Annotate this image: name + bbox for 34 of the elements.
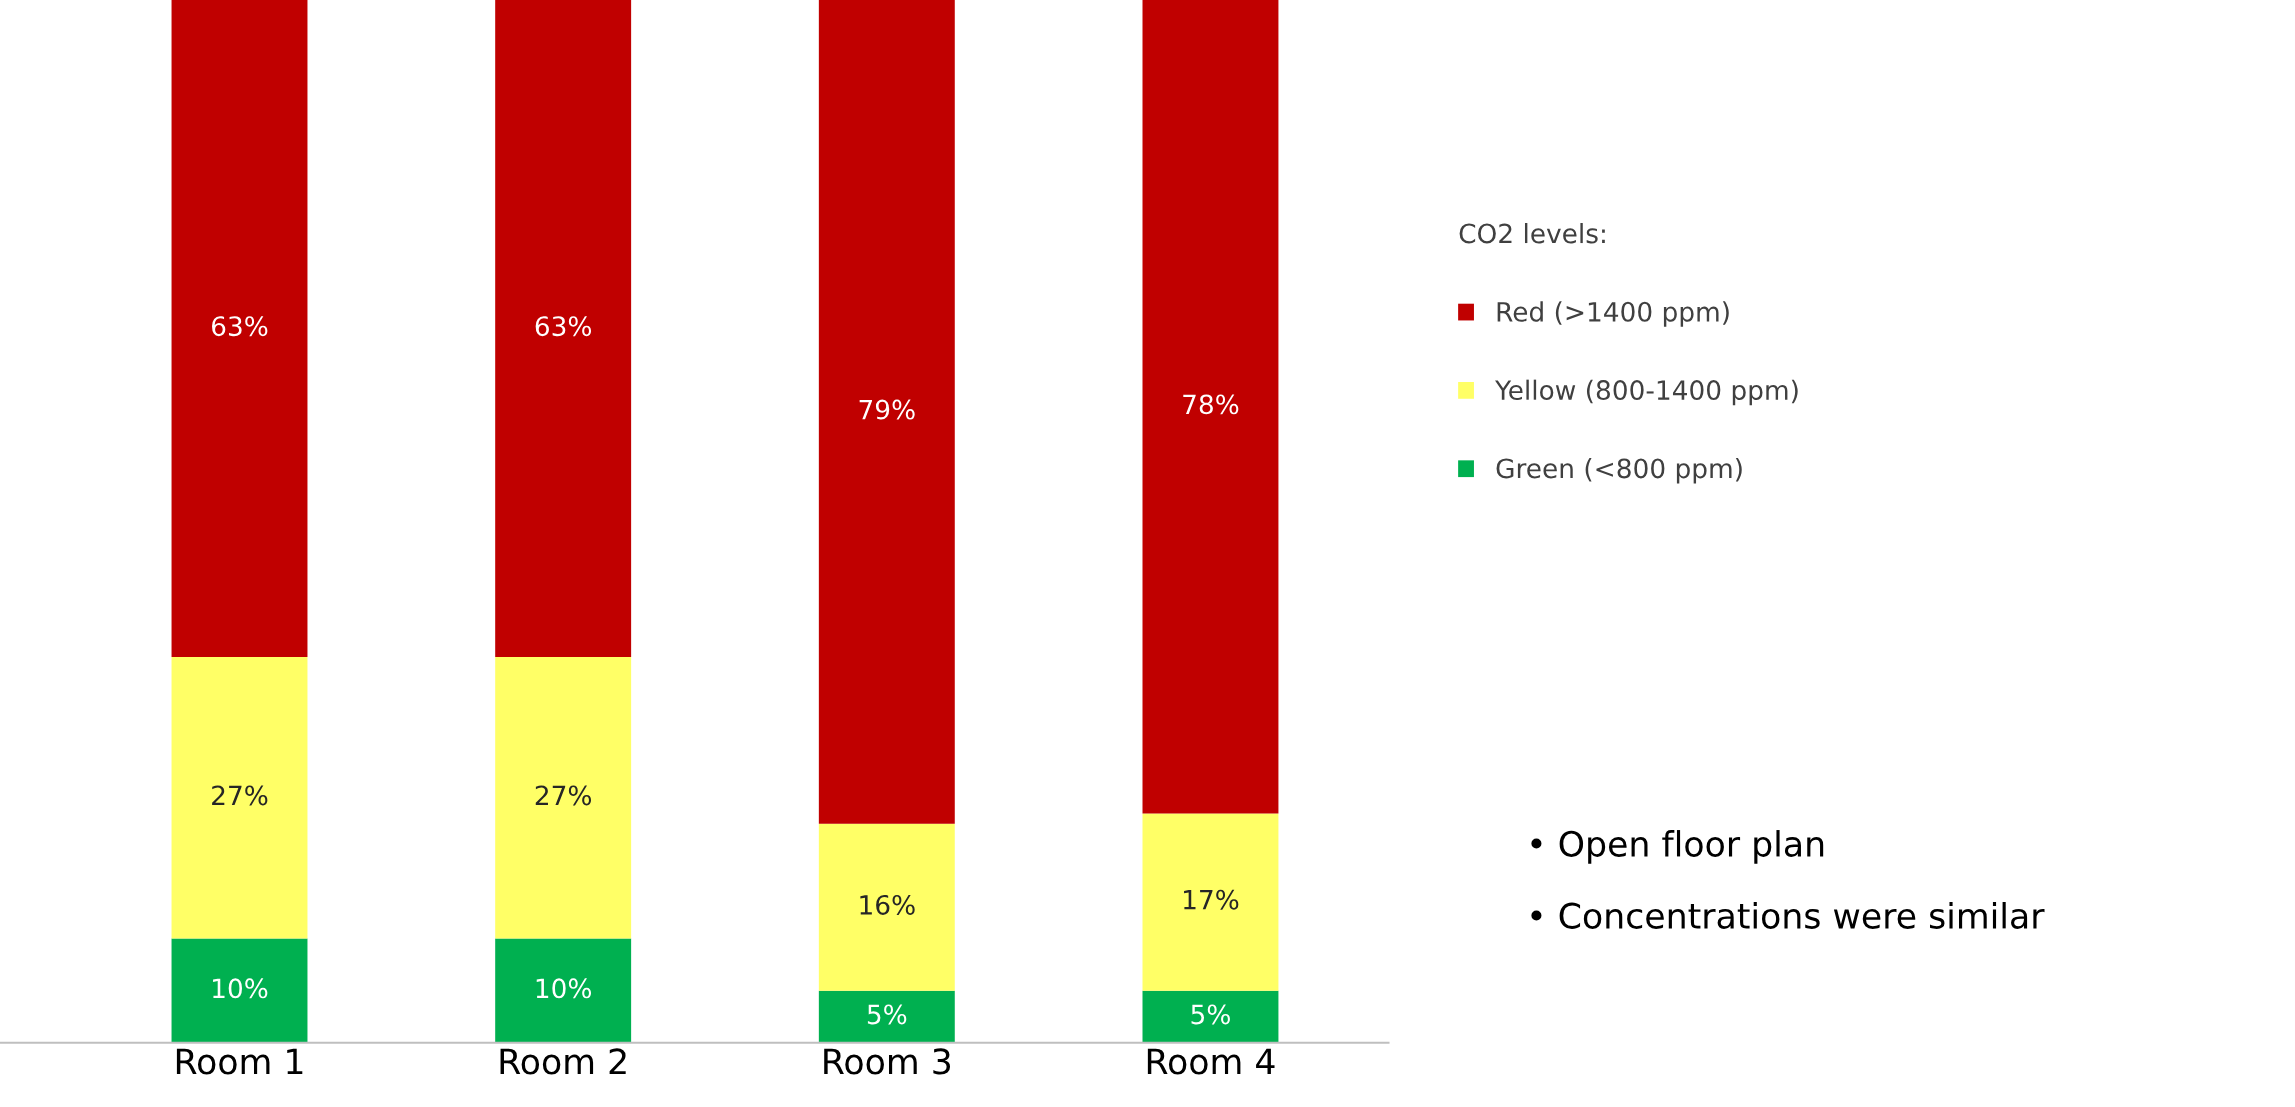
bar xyxy=(171,0,308,657)
data-label: 63% xyxy=(535,316,592,337)
bar xyxy=(818,0,955,824)
legend-label: Green (<800 ppm) xyxy=(1496,457,1742,484)
data-label: 79% xyxy=(859,399,915,420)
bar xyxy=(495,0,632,657)
bar xyxy=(818,990,955,1043)
data-label: 10% xyxy=(213,978,268,999)
bar xyxy=(495,656,632,939)
bar xyxy=(1142,0,1279,814)
data-label: 17% xyxy=(1184,889,1239,910)
x-tick-label: Room 1 xyxy=(176,1048,303,1075)
bar xyxy=(171,656,308,939)
bar xyxy=(1142,813,1279,991)
data-label: 27% xyxy=(535,785,592,806)
text: • Concentrations were similar xyxy=(1531,902,2045,929)
legend-label: Yellow (800-1400 ppm) xyxy=(1495,379,1798,406)
data-label: 5% xyxy=(867,1004,907,1025)
bar xyxy=(818,823,955,991)
x-tick-label: Room 4 xyxy=(1147,1048,1275,1075)
data-label: 27% xyxy=(212,785,268,806)
x-tick-label: Room 3 xyxy=(824,1048,951,1075)
data-label: 78% xyxy=(1183,394,1239,415)
bar xyxy=(171,938,308,1043)
bar xyxy=(495,938,632,1043)
data-label: 5% xyxy=(1191,1004,1230,1025)
legend-title: CO2 levels: xyxy=(1459,223,1605,244)
data-label: 63% xyxy=(212,316,268,337)
legend-label: Red (>1400 ppm) xyxy=(1497,301,1729,327)
x-tick-label: Room 2 xyxy=(500,1048,626,1075)
text: • Open floor plan xyxy=(1531,830,1824,864)
bar xyxy=(1142,990,1279,1043)
data-label: 16% xyxy=(860,894,915,915)
data-label: 10% xyxy=(536,978,592,999)
